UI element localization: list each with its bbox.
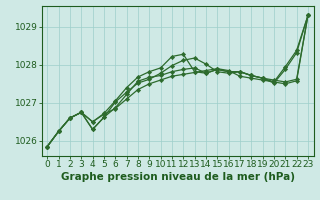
X-axis label: Graphe pression niveau de la mer (hPa): Graphe pression niveau de la mer (hPa) xyxy=(60,172,295,182)
